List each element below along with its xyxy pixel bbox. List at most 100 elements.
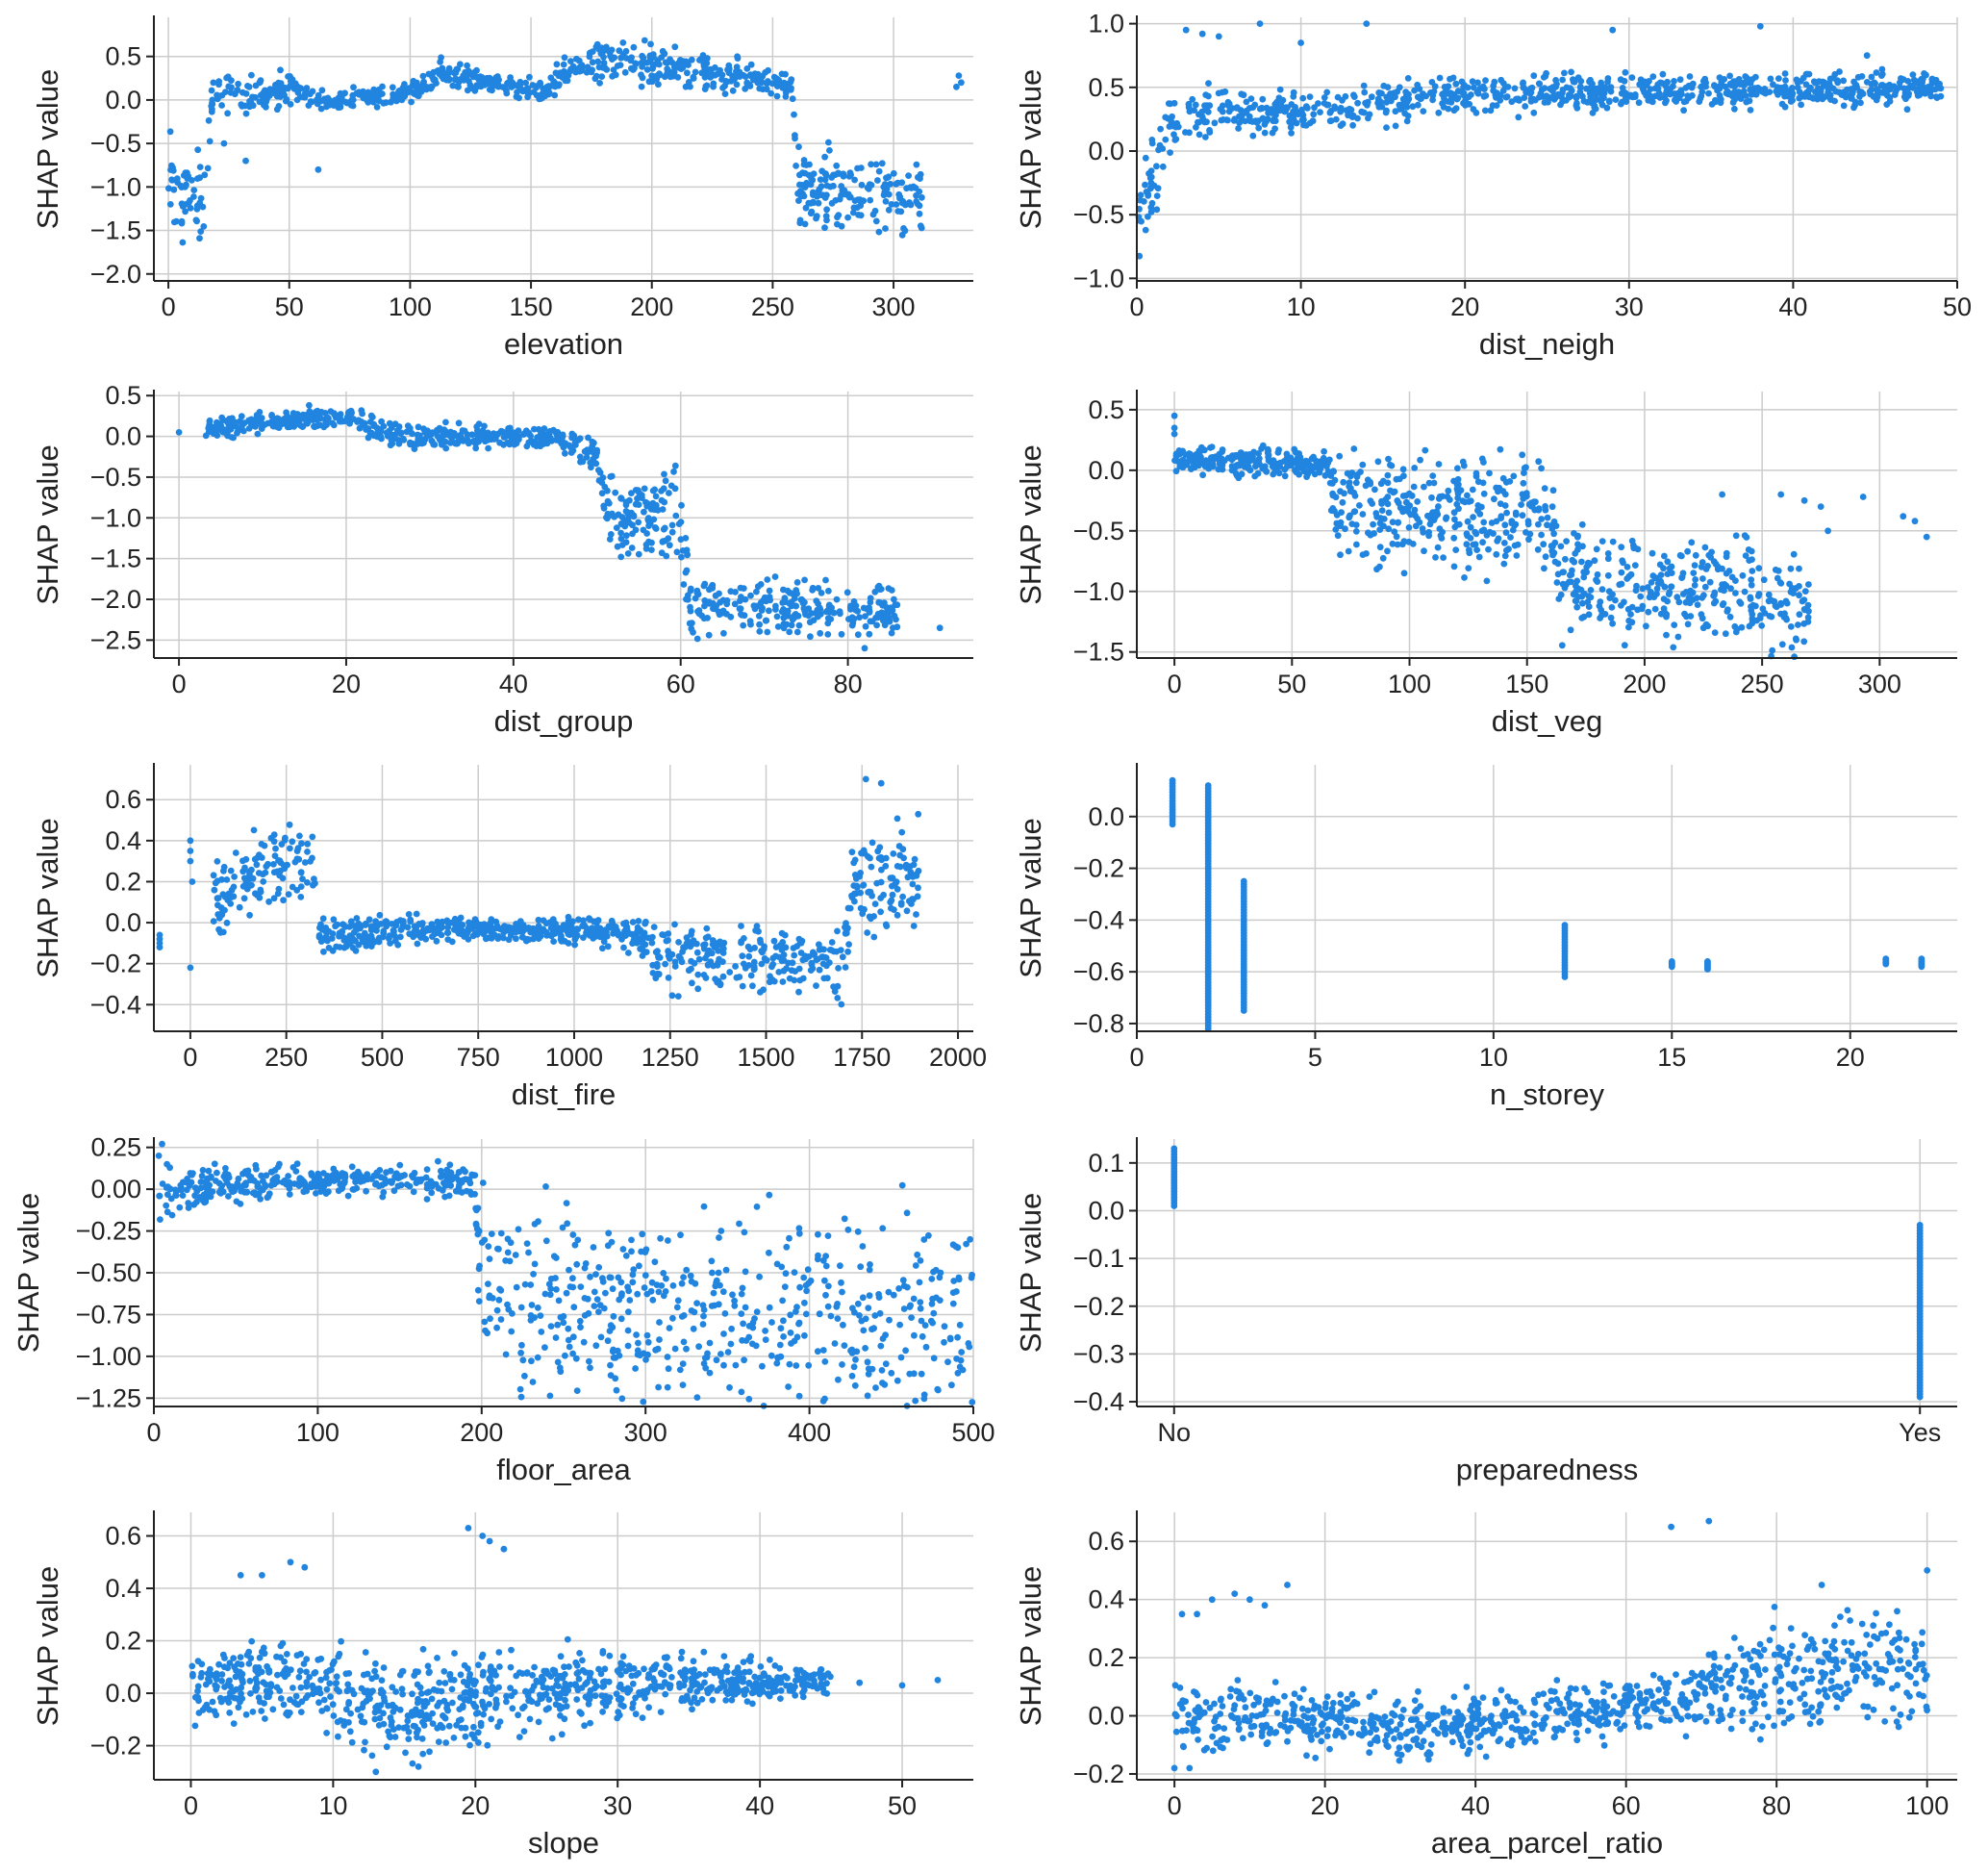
scatter-point	[889, 882, 895, 890]
scatter-point	[1479, 479, 1487, 487]
scatter-point	[1760, 576, 1768, 584]
scatter-point	[296, 85, 304, 91]
scatter-point	[747, 72, 754, 80]
scatter-point	[317, 105, 325, 113]
scatter-point	[839, 187, 846, 194]
scatter-point	[913, 161, 920, 168]
scatter-point	[442, 418, 449, 426]
scatter-point	[890, 169, 897, 177]
scatter-point	[1705, 89, 1712, 97]
scatter-point	[1348, 469, 1356, 476]
scatter-point	[390, 94, 397, 102]
scatter-point	[475, 420, 483, 427]
scatter-point	[1693, 595, 1700, 601]
scatter-point	[1724, 606, 1731, 614]
scatter-point	[838, 630, 845, 638]
scatter-point	[546, 436, 554, 443]
scatter-point	[1790, 550, 1798, 558]
scatter-point	[558, 432, 566, 440]
scatter-point	[286, 821, 293, 828]
scatter-point	[1315, 100, 1321, 107]
y-tick-label: 0.0	[105, 86, 141, 114]
scatter-point	[1573, 597, 1580, 605]
scatter-point	[1378, 507, 1386, 514]
scatter-point	[890, 850, 897, 857]
scatter-point	[668, 528, 676, 536]
scatter-point	[1399, 493, 1407, 499]
scatter-point	[866, 630, 873, 638]
scatter-point	[851, 898, 858, 905]
scatter-point	[586, 53, 593, 61]
scatter-point	[1153, 206, 1161, 214]
chart-panel-dist_group: 0 20 40 60 80−2.5−2.0−1.5−1.0−0.50.00.5dist_…	[31, 381, 973, 738]
scatter-point	[1539, 93, 1547, 100]
scatter-point	[273, 85, 281, 92]
scatter-point	[1623, 90, 1630, 98]
scatter-point	[1732, 590, 1739, 596]
scatter-point	[700, 942, 707, 949]
y-tick-label: −1.0	[90, 503, 141, 532]
scatter-point	[870, 933, 878, 941]
scatter-point	[210, 872, 217, 879]
scatter-point	[1501, 521, 1509, 529]
scatter-point	[1279, 96, 1287, 104]
chart-panel-dist_fire: 0 250 500 750 1000 1250 1500 1750 2000−0.4−0.20.…	[31, 763, 987, 1111]
scatter-point	[1390, 489, 1397, 496]
scatter-point	[1573, 533, 1581, 541]
x-tick-label: 15	[1657, 1043, 1686, 1072]
scatter-point	[449, 82, 457, 89]
scatter-point	[1400, 570, 1408, 577]
scatter-point	[346, 924, 353, 930]
scatter-point	[1850, 78, 1857, 86]
scatter-point	[1881, 84, 1888, 91]
scatter-point	[674, 993, 682, 1000]
scatter-point	[1296, 470, 1302, 478]
scatter-point	[816, 941, 822, 949]
scatter-point	[1573, 92, 1580, 100]
scatter-point	[519, 922, 527, 928]
scatter-point	[1817, 503, 1824, 510]
scatter-point	[649, 970, 657, 976]
scatter-point	[1793, 636, 1799, 644]
scatter-point	[1461, 574, 1468, 581]
scatter-point	[1774, 87, 1782, 93]
scatter-point	[1345, 547, 1352, 555]
scatter-point	[1767, 75, 1774, 83]
scatter-point	[1306, 119, 1314, 127]
scatter-point	[408, 429, 415, 437]
x-tick-label: 10	[1287, 292, 1316, 321]
scatter-point	[671, 921, 678, 928]
scatter-point	[772, 602, 779, 610]
scatter-point	[857, 870, 864, 876]
scatter-point	[234, 87, 241, 93]
scatter-point	[756, 85, 764, 92]
scatter-point	[1512, 511, 1520, 519]
scatter-point	[378, 435, 385, 443]
scatter-point	[1621, 642, 1628, 649]
scatter-point	[882, 198, 890, 205]
scatter-point	[897, 901, 905, 908]
scatter-point	[275, 424, 283, 431]
scatter-point	[826, 147, 833, 154]
scatter-point	[738, 923, 744, 929]
scatter-point	[242, 110, 250, 117]
scatter-point	[1754, 84, 1762, 91]
scatter-point	[826, 183, 834, 190]
scatter-point	[1608, 604, 1616, 611]
scatter-point	[315, 91, 322, 99]
scatter-point	[1479, 83, 1487, 90]
scatter-point	[619, 39, 627, 46]
scatter-point	[355, 89, 363, 96]
scatter-point	[363, 426, 369, 433]
scatter-point	[1406, 502, 1414, 509]
scatter-point	[1462, 101, 1469, 109]
scatter-point	[249, 93, 256, 101]
scatter-point	[1155, 146, 1162, 154]
scatter-point	[629, 512, 636, 519]
scatter-point	[1623, 98, 1630, 105]
y-axis-label: SHAP value	[1014, 444, 1047, 605]
scatter-point	[500, 934, 507, 942]
scatter-point	[742, 964, 749, 972]
scatter-point	[1789, 586, 1797, 593]
scatter-point	[1195, 462, 1202, 469]
